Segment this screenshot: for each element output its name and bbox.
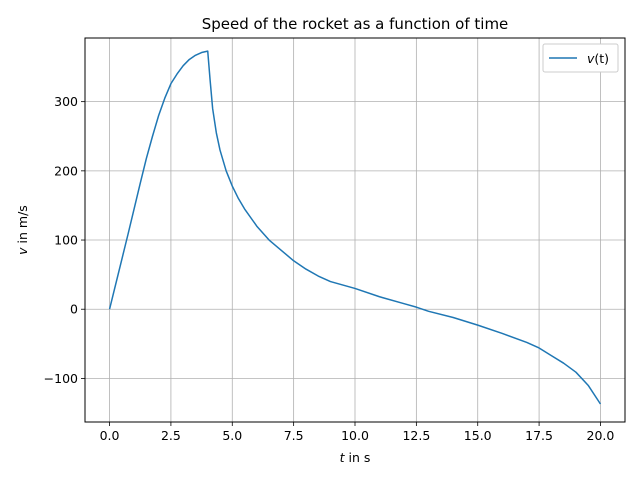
y-tick-label: 300	[54, 94, 78, 109]
y-tick-label: 200	[54, 163, 78, 178]
x-tick-label: 17.5	[525, 428, 553, 443]
legend-label: v(t)	[587, 51, 609, 66]
y-tick-label: −100	[44, 371, 78, 386]
x-tick-label: 7.5	[284, 428, 304, 443]
x-tick-label: 10.0	[341, 428, 369, 443]
x-tick-label: 0.0	[100, 428, 120, 443]
y-axis-label: v in m/s	[15, 205, 30, 255]
legend-box	[542, 43, 619, 73]
y-tick-label: 100	[54, 233, 78, 248]
series-layer	[108, 50, 602, 405]
chart-title: Speed of the rocket as a function of tim…	[202, 15, 509, 33]
legend: v(t)	[542, 43, 619, 73]
x-tick-label: 2.5	[161, 428, 181, 443]
x-tick-label: 20.0	[587, 428, 615, 443]
grid-lines	[85, 38, 625, 422]
x-tick-label: 15.0	[464, 428, 492, 443]
series-line-v	[108, 50, 602, 405]
y-tick-label: 0	[70, 302, 78, 317]
tick-layer: 0.0 2.5 5.0 7.5 10.0 12.5 15.0 17.5 20.0 −100 0 100…	[44, 94, 615, 443]
x-tick-label: 5.0	[222, 428, 242, 443]
x-tick-label: 12.5	[402, 428, 430, 443]
x-axis-label: t in s	[340, 450, 371, 465]
